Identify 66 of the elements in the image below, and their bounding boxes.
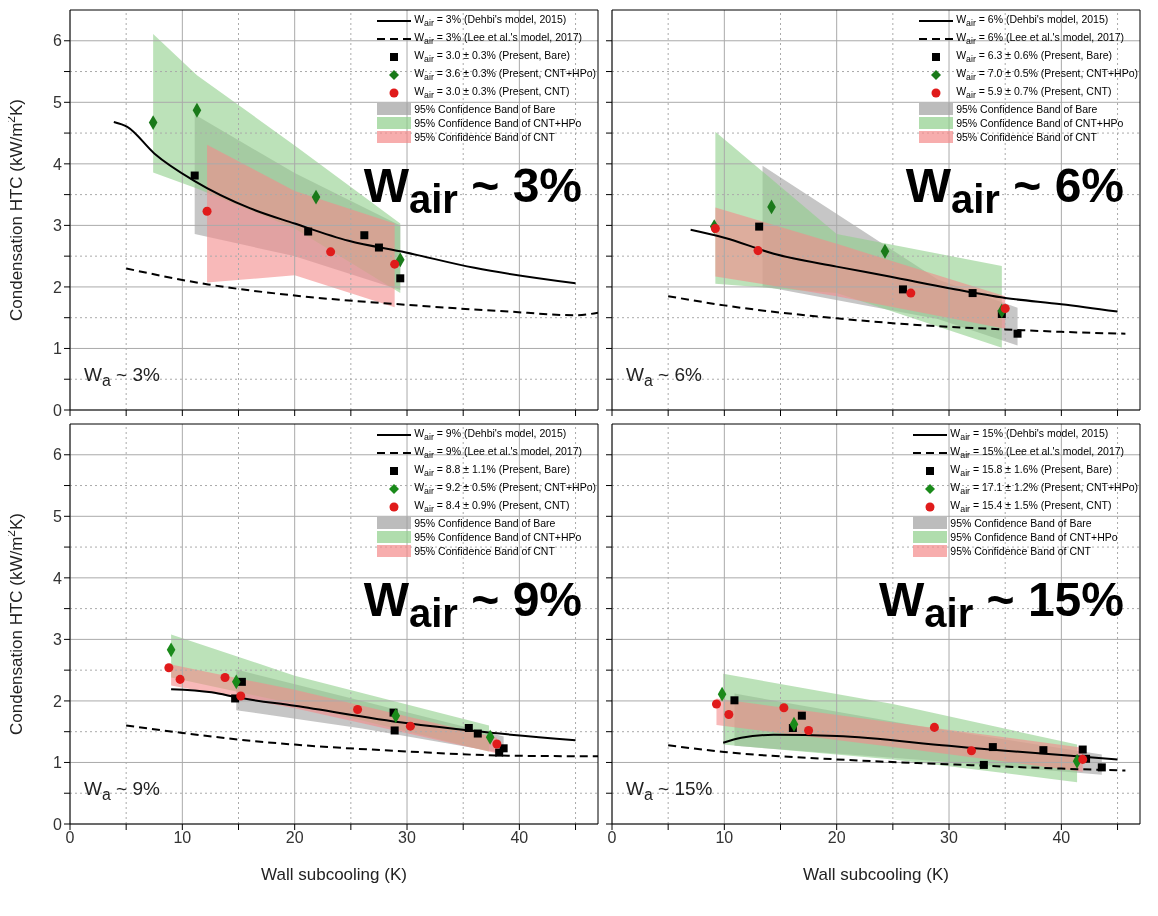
y-tick-label: 2 [53,692,63,710]
x-tick-label: 10 [715,829,734,847]
x-tick-label: 20 [285,829,304,847]
legend-label: W$_{air}$ = 8.8 ± 1.1% (Present, Bare) [414,462,571,481]
legend-label: 95% Confidence Band of CNT+HPo [414,530,582,545]
x-tick-label: 0 [607,829,617,847]
legend-label: W$_{air}$ = 9% (Lee et al.'s model, 2017) [414,444,583,463]
legend-label: 95% Confidence Band of Bare [414,516,556,531]
annotation: W$_{a}$ ~ 6% [626,364,702,390]
annotation: W$_{a}$ ~ 15% [626,778,713,804]
y-tick-label: 2 [53,278,63,296]
x-tick-label: 10 [173,829,192,847]
legend-label: 95% Confidence Band of Bare [950,516,1092,531]
annotation: W$_{air}$ ~ 15% [878,572,1124,636]
x-axis-title: Wall subcooling (K) [803,865,949,884]
legend-label: W$_{air}$ = 3.0 ± 0.3% (Present, CNT) [414,84,570,103]
y-tick-label: 1 [53,340,63,358]
x-tick-label: 30 [398,829,417,847]
legend-label: 95% Confidence Band of CNT [956,130,1097,145]
x-tick-label: 20 [827,829,846,847]
y-tick-label: 6 [53,446,63,464]
y-tick-label: 3 [53,217,63,235]
legend-label: W$_{air}$ = 3.6 ± 0.3% (Present, CNT+HPo) [414,66,596,85]
legend-label: W$_{air}$ = 6.3 ± 0.6% (Present, Bare) [956,48,1113,67]
y-tick-label: 5 [53,93,63,111]
annotation: W$_{a}$ ~ 3% [84,364,160,390]
legend-label: W$_{air}$ = 3% (Lee et al.'s model, 2017) [414,30,583,49]
legend-label: W$_{air}$ = 6% (Lee et al.'s model, 2017) [956,30,1125,49]
legend-label: W$_{air}$ = 6% (Dehbi's model, 2015) [956,12,1109,31]
annotation: W$_{air}$ ~ 3% [363,158,582,222]
legend-label: W$_{air}$ = 8.4 ± 0.9% (Present, CNT) [414,498,570,517]
legend-label: W$_{air}$ = 5.9 ± 0.7% (Present, CNT) [956,84,1112,103]
y-tick-label: 4 [53,569,63,587]
y-tick-label: 6 [53,32,63,50]
legend-label: W$_{air}$ = 3.0 ± 0.3% (Present, Bare) [414,48,571,67]
y-tick-label: 4 [53,155,63,173]
legend-label: 95% Confidence Band of CNT [414,544,555,559]
legend-label: W$_{air}$ = 15% (Lee et al.'s model, 2017) [950,444,1125,463]
x-tick-label: 40 [510,829,529,847]
legend-label: W$_{air}$ = 15.4 ± 1.5% (Present, CNT) [950,498,1112,517]
x-tick-label: 30 [940,829,959,847]
legend-label: 95% Confidence Band of CNT+HPo [956,116,1124,131]
legend-label: 95% Confidence Band of CNT+HPo [950,530,1118,545]
y-tick-label: 0 [53,401,63,419]
x-axis-title: Wall subcooling (K) [261,865,407,884]
legend-label: W$_{air}$ = 17.1 ± 1.2% (Present, CNT+HPo) [950,480,1138,499]
legend-label: 95% Confidence Band of Bare [956,102,1098,117]
y-tick-label: 3 [53,631,63,649]
y-tick-label: 5 [53,507,63,525]
legend-label: 95% Confidence Band of CNT [950,544,1092,559]
legend-label: W$_{air}$ = 7.0 ± 0.5% (Present, CNT+HPo) [956,66,1138,85]
y-tick-label: 0 [53,815,63,833]
legend-label: W$_{air}$ = 15% (Dehbi's model, 2015) [950,426,1109,445]
legend-label: W$_{air}$ = 9% (Dehbi's model, 2015) [414,426,567,445]
annotation: W$_{air}$ ~ 9% [363,572,582,636]
legend-label: W$_{air}$ = 15.8 ± 1.6% (Present, Bare) [950,462,1113,481]
legend-label: 95% Confidence Band of CNT [414,130,555,145]
legend-label: W$_{air}$ = 3% (Dehbi's model, 2015) [414,12,567,31]
legend-label: W$_{air}$ = 9.2 ± 0.5% (Present, CNT+HPo) [414,480,596,499]
legend-label: 95% Confidence Band of Bare [414,102,556,117]
legend-label: 95% Confidence Band of CNT+HPo [414,116,582,131]
y-tick-label: 1 [53,754,63,772]
annotation: W$_{air}$ ~ 6% [905,158,1124,222]
annotation: W$_{a}$ ~ 9% [84,778,160,804]
x-tick-label: 40 [1052,829,1071,847]
x-tick-label: 0 [65,829,75,847]
